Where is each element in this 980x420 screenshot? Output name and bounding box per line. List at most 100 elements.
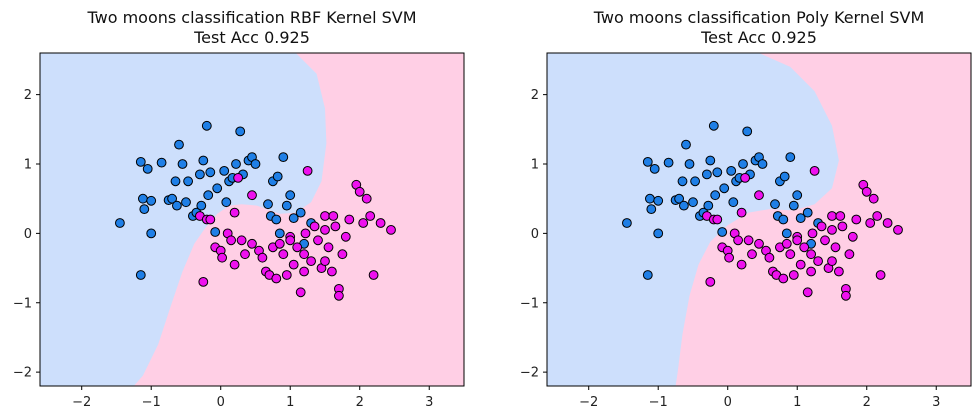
- class0-point: [779, 171, 790, 182]
- x-tick-label: 0: [217, 395, 225, 410]
- class0-point: [183, 176, 194, 187]
- class0-point: [642, 157, 653, 167]
- class1-point: [278, 249, 289, 260]
- class1-point: [361, 193, 372, 204]
- class1-point: [365, 211, 376, 221]
- poly-panel: Two moons classification Poly Kernel SVM…: [490, 0, 980, 420]
- class1-point: [306, 256, 317, 267]
- x-tick-label: 3: [425, 395, 433, 410]
- class1-point: [229, 207, 240, 218]
- class1-point: [328, 211, 339, 221]
- class1-point: [865, 218, 876, 228]
- class0-point: [250, 159, 261, 169]
- class1-point: [785, 249, 796, 260]
- class0-point: [231, 159, 241, 169]
- class0-point: [738, 159, 748, 169]
- class0-point: [142, 164, 153, 174]
- rbf-panel: Two moons classification RBF Kernel SVM …: [13, 8, 465, 410]
- class1-point: [747, 249, 757, 260]
- class1-point: [868, 193, 879, 204]
- class0-point: [645, 193, 655, 204]
- class1-point: [764, 252, 775, 263]
- y-tick-label: 0: [24, 227, 32, 242]
- x-tick-label: −2: [72, 395, 91, 410]
- x-tick-label: −1: [649, 395, 668, 410]
- class0-point: [757, 159, 768, 169]
- class1-point: [788, 270, 799, 280]
- class1-point: [806, 266, 817, 277]
- x-tick-label: 1: [286, 395, 294, 410]
- class0-point: [710, 190, 721, 201]
- x-tick-label: 2: [863, 395, 871, 410]
- class0-point: [781, 228, 792, 239]
- class0-point: [263, 199, 273, 210]
- class0-point: [203, 190, 214, 201]
- y-tick-label: −1: [13, 296, 32, 311]
- class0-region: [547, 53, 839, 386]
- class1-point: [313, 235, 323, 246]
- class0-point: [684, 159, 695, 169]
- class1-point: [281, 270, 292, 280]
- rbf-title: Two moons classification RBF Kernel SVM …: [40, 8, 464, 48]
- class0-point: [195, 169, 205, 180]
- y-tick-label: −2: [13, 366, 32, 381]
- class1-point: [781, 238, 792, 249]
- y-tick-label: 1: [531, 158, 539, 173]
- class1-point: [330, 221, 341, 232]
- class0-point: [717, 227, 728, 237]
- class0-point: [785, 152, 796, 163]
- class1-point: [217, 252, 228, 263]
- class1-point: [233, 173, 244, 183]
- class0-point: [172, 200, 182, 211]
- class0-point: [653, 195, 664, 206]
- class1-point: [835, 211, 846, 221]
- poly-title-text: Two moons classification Poly Kernel SVM: [593, 8, 925, 27]
- class0-point: [792, 190, 803, 201]
- x-tick-label: 3: [932, 395, 940, 410]
- class0-point: [219, 166, 230, 176]
- class1-point: [851, 214, 862, 225]
- class1-point: [816, 221, 827, 232]
- class0-point: [712, 167, 723, 178]
- y-tick-label: 2: [531, 88, 539, 103]
- class1-point: [813, 256, 824, 267]
- class0-point: [210, 227, 221, 237]
- class0-region: [40, 53, 327, 386]
- class1-point: [799, 242, 810, 253]
- class1-point: [271, 273, 282, 284]
- class0-point: [690, 176, 701, 187]
- class1-point: [323, 242, 334, 253]
- class0-point: [770, 199, 780, 210]
- axes-frame: [39, 52, 465, 387]
- class1-point: [806, 249, 817, 260]
- rbf-title-text: Two moons classification RBF Kernel SVM: [87, 8, 417, 27]
- class0-point: [196, 200, 207, 211]
- class1-point: [754, 190, 764, 201]
- class1-point: [198, 277, 209, 287]
- class1-point: [844, 249, 855, 260]
- class1-point: [274, 238, 285, 249]
- class0-point: [674, 193, 685, 204]
- class0-point: [138, 193, 148, 204]
- class0-point: [708, 120, 719, 131]
- class1-point: [875, 270, 886, 280]
- class0-point: [679, 200, 689, 211]
- class1-point: [368, 270, 379, 280]
- class1-point: [809, 166, 820, 176]
- class1-point: [834, 266, 844, 277]
- class0-point: [728, 197, 739, 208]
- class0-point: [146, 228, 157, 239]
- axes-frame: [546, 52, 972, 387]
- class0-point: [115, 218, 125, 228]
- class1-point: [327, 266, 337, 277]
- class0-point: [653, 228, 664, 239]
- class1-point: [240, 249, 250, 260]
- class1-point: [893, 225, 903, 235]
- class1-point: [807, 228, 818, 239]
- class0-point: [170, 176, 181, 187]
- class0-point: [285, 190, 296, 201]
- x-tick-label: −2: [579, 395, 598, 410]
- x-tick-label: 1: [793, 395, 801, 410]
- class1-point: [778, 273, 789, 284]
- class1-point: [792, 235, 803, 246]
